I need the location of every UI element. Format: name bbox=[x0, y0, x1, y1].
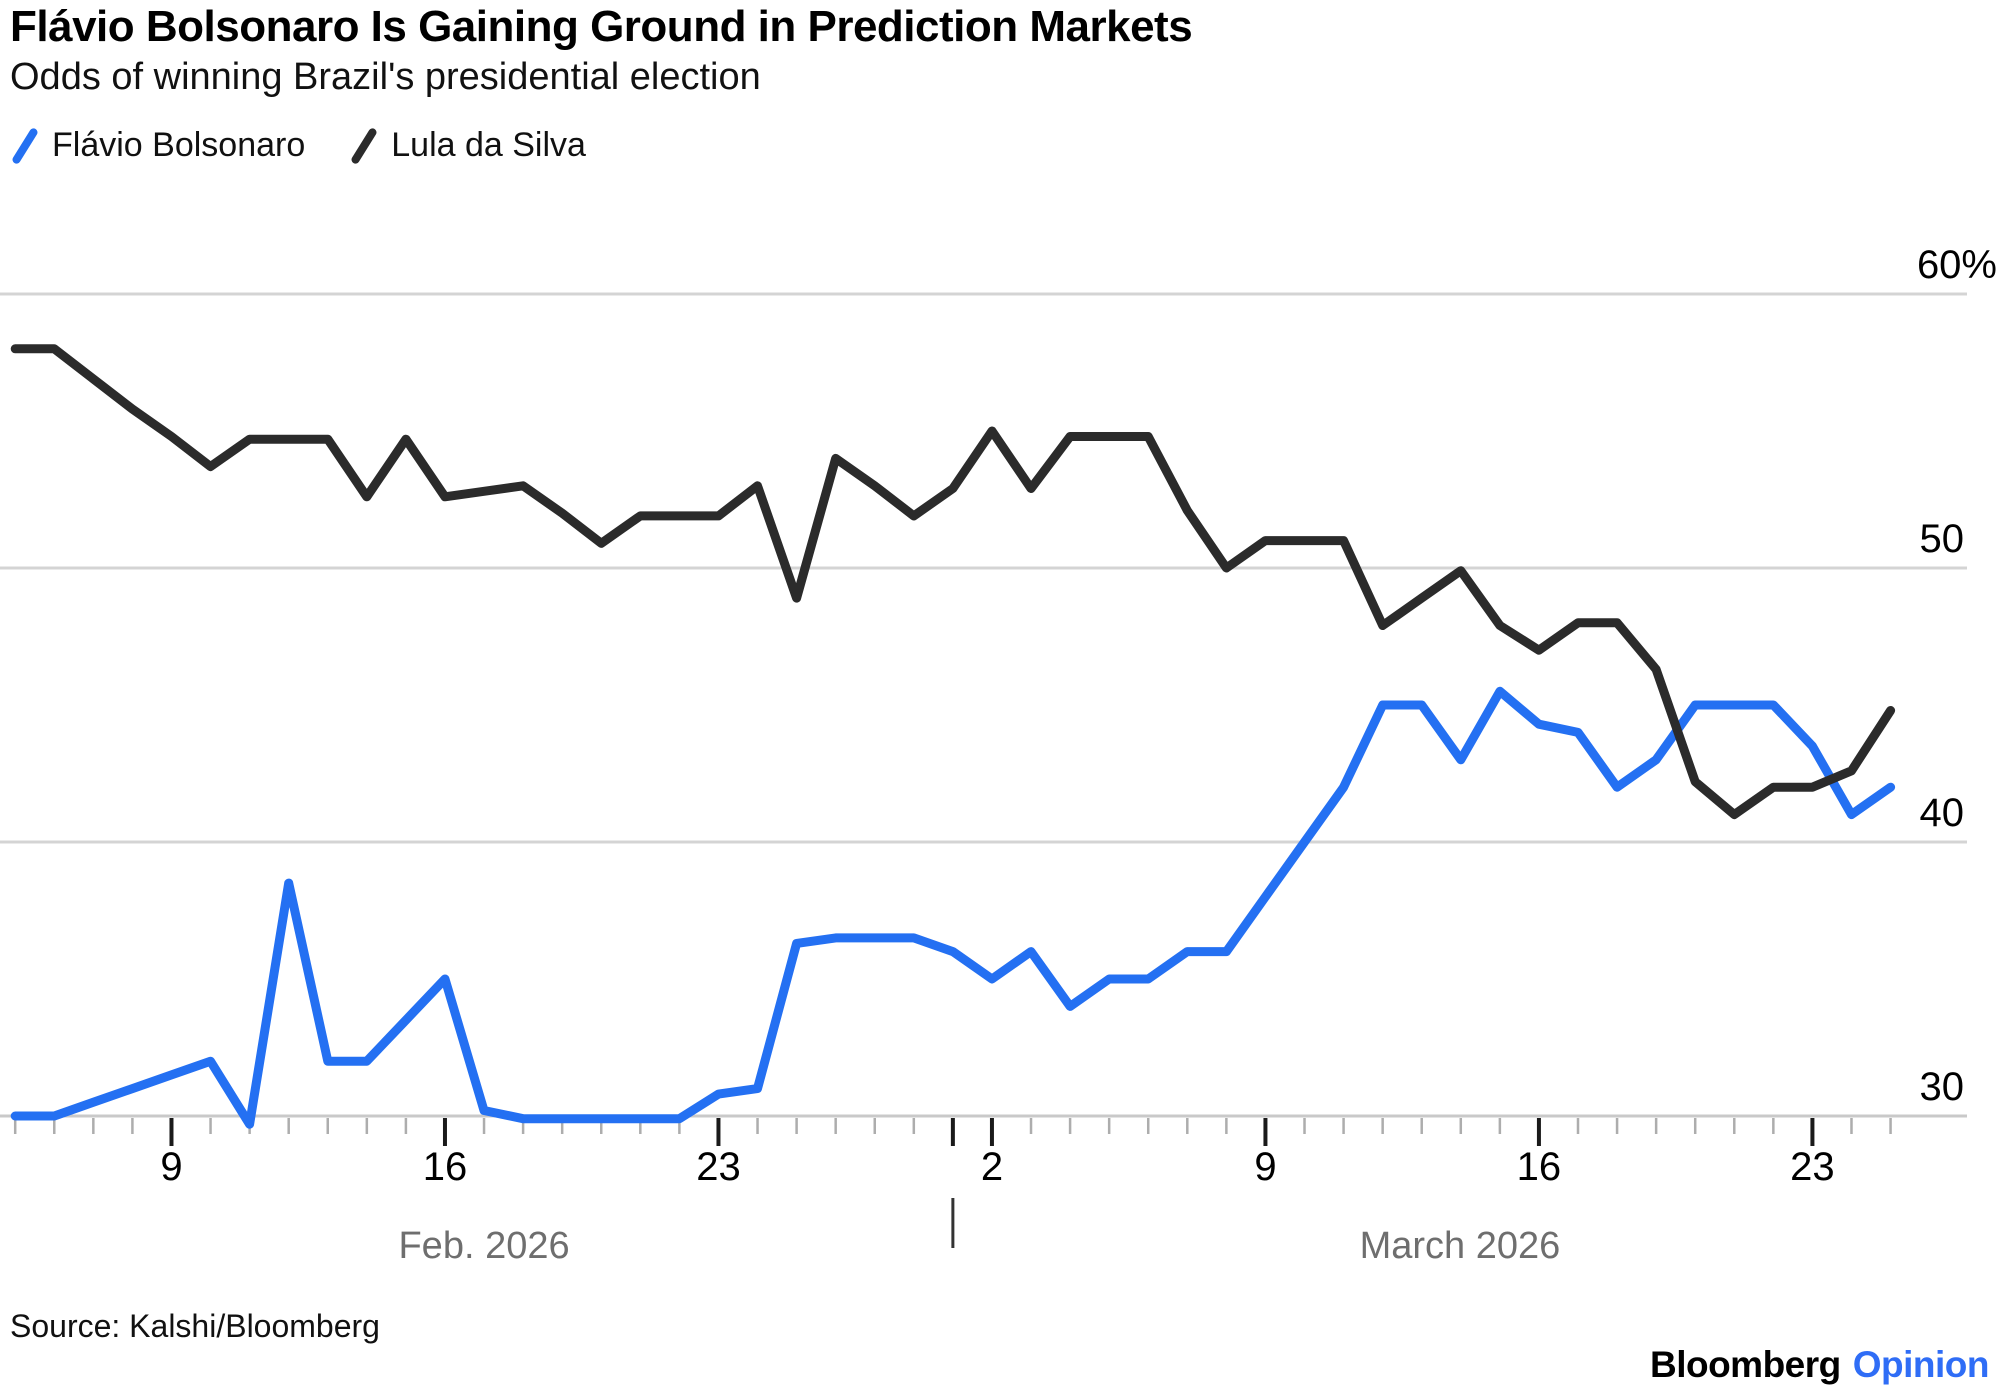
page-title: Flávio Bolsonaro Is Gaining Ground in Pr… bbox=[10, 2, 1193, 51]
legend: Flávio Bolsonaro Lula da Silva bbox=[12, 126, 586, 165]
x-axis-day-label: 9 bbox=[160, 1145, 182, 1189]
month-label-march: March 2026 bbox=[1360, 1225, 1561, 1267]
legend-item-flavio: Flávio Bolsonaro bbox=[12, 126, 305, 165]
x-axis-day-label: 23 bbox=[1790, 1145, 1835, 1189]
x-axis-day-label: 16 bbox=[423, 1145, 468, 1189]
y-axis-label-30: 30 bbox=[1920, 1065, 1965, 1109]
month-label-feb: Feb. 2026 bbox=[398, 1225, 569, 1267]
x-axis-day-label: 2 bbox=[981, 1145, 1003, 1189]
bloomberg-wordmark: Bloomberg bbox=[1649, 1344, 1841, 1385]
x-axis-day-label: 16 bbox=[1517, 1145, 1562, 1189]
series-line-lula bbox=[10, 344, 1896, 820]
series-line-flavio bbox=[10, 686, 1896, 1129]
y-axis-label-40: 40 bbox=[1920, 791, 1965, 835]
y-axis-label-50: 50 bbox=[1920, 517, 1965, 561]
x-axis-day-label: 23 bbox=[696, 1145, 741, 1189]
page-subtitle: Odds of winning Brazil's presidential el… bbox=[10, 56, 761, 98]
x-axis-day-label: 9 bbox=[1254, 1145, 1276, 1189]
legend-label-lula: Lula da Silva bbox=[391, 126, 586, 164]
opinion-wordmark: Opinion bbox=[1852, 1344, 1990, 1385]
bloomberg-opinion-logo: Bloomberg Opinion bbox=[1649, 1344, 1990, 1386]
y-axis-label-60: 60% bbox=[1917, 243, 1997, 287]
legend-label-flavio: Flávio Bolsonaro bbox=[52, 126, 306, 164]
legend-item-lula: Lula da Silva bbox=[351, 126, 586, 165]
source-note: Source: Kalshi/Bloomberg bbox=[10, 1308, 380, 1344]
